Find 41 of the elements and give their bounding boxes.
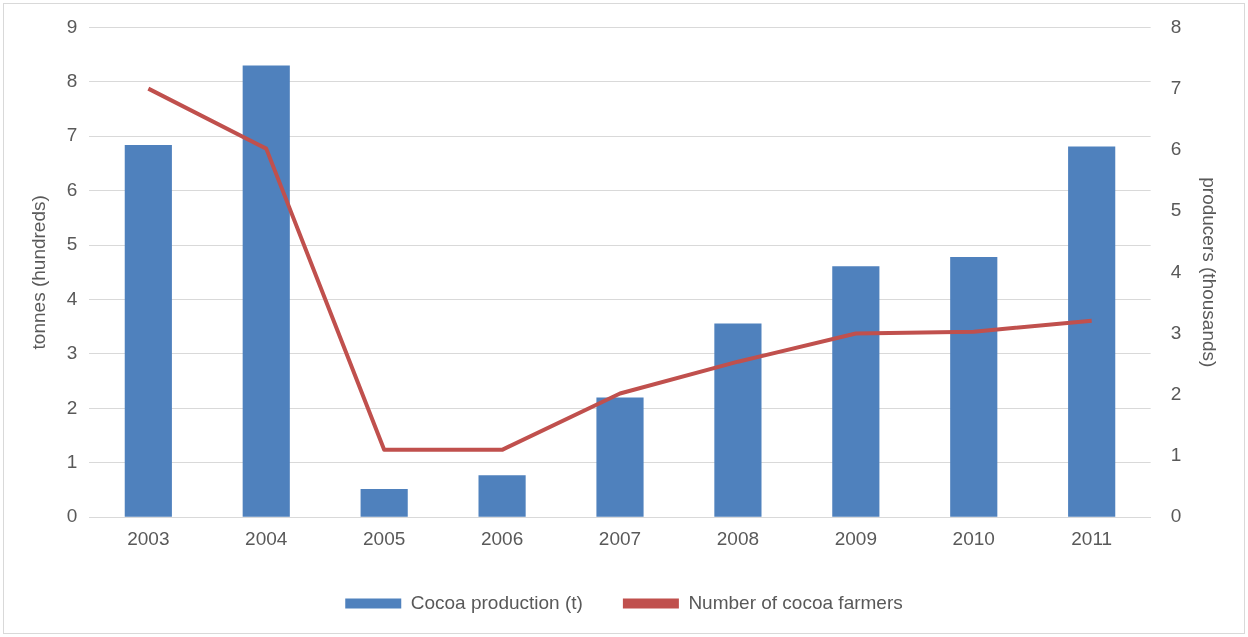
y-tick-label: 6 (66, 178, 78, 200)
y2-tick-label: 4 (1170, 260, 1182, 282)
bar (832, 266, 880, 517)
y-tick-label: 9 (66, 15, 78, 37)
x-tick-label: 2010 (952, 527, 995, 549)
y-tick-label: 7 (66, 124, 78, 146)
bar (242, 65, 290, 517)
x-tick-label: 2006 (480, 527, 524, 549)
y-tick-label: 1 (66, 451, 78, 473)
x-tick-label: 2011 (1071, 527, 1113, 549)
bar (950, 257, 998, 517)
y-tick-label: 3 (66, 342, 78, 364)
y2-tick-label: 0 (1170, 505, 1182, 527)
y-tick-label: 5 (66, 233, 78, 255)
x-tick-label: 2005 (363, 527, 406, 549)
x-tick-label: 2008 (716, 527, 760, 549)
legend-label: Number of cocoa farmers (688, 591, 903, 613)
y2-tick-label: 5 (1170, 199, 1182, 221)
y2-tick-label: 1 (1170, 444, 1182, 466)
y2-tick-label: 3 (1170, 321, 1182, 343)
y2-tick-label: 7 (1170, 76, 1182, 98)
x-tick-label: 2009 (834, 527, 877, 549)
y2-axis-title: producers (thousands) (1199, 177, 1221, 368)
bar (360, 488, 408, 517)
y-axis-title: tonnes (hundreds) (27, 195, 49, 350)
bar (596, 397, 644, 517)
bar (478, 475, 526, 517)
y-tick-label: 0 (66, 505, 78, 527)
x-tick-label: 2007 (598, 527, 642, 549)
x-tick-label: 2004 (245, 527, 288, 549)
y-tick-label: 8 (66, 70, 78, 92)
bar (124, 144, 172, 517)
y-tick-label: 2 (66, 396, 78, 418)
x-tick-label: 2003 (127, 527, 170, 549)
y2-tick-label: 6 (1170, 138, 1182, 160)
bar (1068, 146, 1116, 517)
y2-tick-label: 2 (1170, 382, 1182, 404)
legend-label: Cocoa production (t) (410, 591, 583, 613)
y2-tick-label: 8 (1170, 15, 1182, 37)
y-tick-label: 4 (66, 287, 78, 309)
bar (714, 323, 762, 517)
